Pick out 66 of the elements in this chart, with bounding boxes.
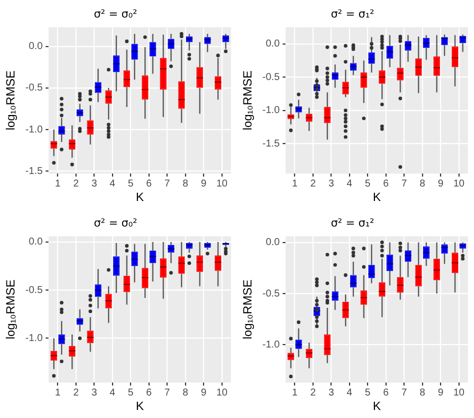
x-tick-label: 7 — [164, 178, 170, 190]
x-tick-label: 4 — [110, 178, 116, 190]
x-tick-label: 6 — [146, 387, 152, 398]
y-tick-label: -0.5 — [262, 288, 280, 300]
x-tick-label: 5 — [128, 178, 134, 190]
chart-title: σ² = σ₀² — [94, 7, 138, 20]
chart-title: σ² = σ₀² — [94, 216, 138, 230]
x-tick-label: 4 — [346, 178, 353, 190]
x-tick-label: 9 — [438, 387, 444, 398]
x-tick-label: 5 — [364, 387, 371, 398]
x-axis-title: K — [372, 190, 381, 204]
x-tick-label: 3 — [328, 178, 334, 190]
x-tick-label: 4 — [110, 387, 116, 398]
x-tick-label: 2 — [73, 387, 80, 398]
x-tick-label: 9 — [438, 178, 444, 190]
y-axis-title: log₁₀RMSE — [4, 280, 18, 340]
x-tick-label: 9 — [200, 387, 207, 398]
x-tick-label: 8 — [420, 387, 426, 398]
y-tick-label: -0.5 — [25, 82, 44, 94]
x-tick-label: 7 — [401, 178, 408, 190]
y-tick-label: 0.0 — [266, 38, 280, 50]
x-tick-label: 10 — [453, 387, 465, 398]
x-tick-label: 4 — [346, 387, 353, 398]
x-tick-label: 10 — [216, 387, 228, 398]
y-axis-title: log₁₀RMSE — [240, 280, 255, 340]
x-tick-label: 10 — [453, 178, 465, 190]
x-tick-label: 9 — [200, 178, 207, 190]
x-axis-title: K — [136, 190, 144, 204]
x-tick-label: 3 — [91, 178, 98, 190]
y-tick-label: -1.5 — [262, 138, 280, 150]
x-axis-title: K — [372, 399, 381, 414]
x-tick-label: 2 — [310, 178, 316, 190]
y-tick-label: -0.5 — [25, 284, 44, 296]
x-axis-title: K — [136, 399, 144, 414]
x-tick-label: 2 — [310, 387, 316, 398]
x-tick-label: 6 — [383, 387, 390, 398]
y-tick-label: -1.0 — [262, 339, 280, 350]
x-tick-label: 6 — [383, 178, 390, 190]
x-tick-label: 1 — [292, 387, 298, 398]
x-tick-label: 1 — [292, 178, 298, 190]
x-tick-label: 8 — [182, 178, 189, 190]
x-tick-label: 2 — [73, 178, 80, 190]
x-tick-label: 1 — [54, 178, 61, 190]
y-axis-title: log₁₀RMSE — [240, 70, 255, 130]
y-axis-title: log₁₀RMSE — [4, 70, 18, 130]
chart-title: σ² = σ₁² — [330, 216, 374, 230]
x-tick-label: 8 — [182, 387, 189, 398]
y-tick-label: 0.0 — [28, 236, 44, 248]
x-tick-label: 7 — [164, 387, 170, 398]
y-tick-label: -1.0 — [25, 333, 44, 344]
x-tick-label: 8 — [420, 178, 426, 190]
x-tick-label: 10 — [216, 178, 228, 190]
x-tick-label: 3 — [328, 387, 334, 398]
x-tick-label: 5 — [364, 178, 371, 190]
y-tick-label: -1.0 — [262, 105, 280, 116]
x-tick-label: 6 — [146, 178, 152, 190]
x-tick-label: 5 — [128, 387, 134, 398]
y-tick-label: -1.5 — [25, 166, 44, 177]
y-tick-label: 0.0 — [28, 41, 44, 52]
y-tick-label: 0.0 — [266, 237, 280, 248]
x-tick-label: 7 — [401, 387, 408, 398]
x-tick-label: 1 — [54, 387, 61, 398]
y-tick-label: -1.0 — [25, 124, 44, 136]
chart-title: σ² = σ₁² — [330, 7, 374, 20]
x-tick-label: 3 — [91, 387, 98, 398]
y-tick-label: -0.5 — [262, 72, 280, 83]
